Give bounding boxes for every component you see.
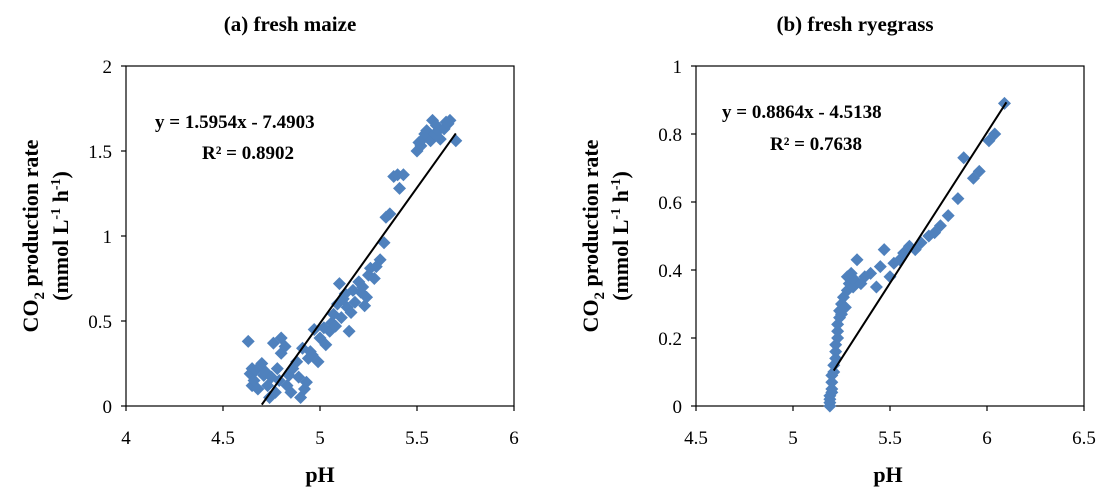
x-axis-ticks-a: 4 4.5 5 5.5 6 — [121, 406, 519, 449]
data-point — [290, 355, 304, 369]
data-point — [869, 280, 883, 294]
y-tick-label: 0.5 — [88, 312, 112, 333]
data-point — [332, 277, 346, 291]
data-point — [873, 260, 887, 274]
y-axis-label-b-line2: (mmol L-1 h-1) — [608, 171, 633, 301]
data-point — [367, 272, 381, 285]
data-point — [383, 207, 397, 221]
data-point — [284, 385, 298, 399]
data-point — [358, 299, 372, 313]
data-point — [972, 164, 986, 178]
data-point — [311, 355, 325, 369]
data-point — [251, 382, 265, 396]
equation-b: y = 0.8864x - 4.5138 — [722, 102, 882, 123]
data-point — [831, 324, 845, 338]
y-axis-label-a-line1: CO2 production rate — [18, 139, 48, 332]
data-point — [825, 382, 839, 396]
x-axis-label-a: pH — [305, 462, 334, 487]
x-axis-ticks-b: 4.5 5 5.5 6 6.5 — [684, 406, 1096, 449]
data-point — [997, 96, 1011, 110]
data-point — [825, 375, 839, 389]
y-tick-label: 2 — [103, 57, 113, 78]
data-point — [827, 365, 841, 379]
y-tick-label: 1.5 — [88, 142, 112, 163]
chart-title-a: (a) fresh maize — [224, 12, 357, 36]
y-tick-label: 0.6 — [658, 193, 682, 214]
x-tick-label: 6 — [982, 428, 992, 449]
y-tick-label: 0.2 — [658, 329, 682, 350]
panel-a: (a) fresh maize 0 0.5 1 1.5 2 4 4.5 5 5.5 6 y = … — [18, 12, 519, 487]
y-tick-label: 0 — [103, 397, 113, 418]
data-point — [957, 151, 971, 165]
data-point — [377, 236, 391, 250]
data-point — [334, 311, 348, 325]
x-tick-label: 4 — [121, 428, 131, 449]
y-tick-label: 1 — [103, 227, 113, 248]
data-point — [933, 219, 947, 233]
x-tick-label: 5.5 — [878, 428, 902, 449]
equation-a: y = 1.5954x - 7.4903 — [155, 112, 315, 133]
x-tick-label: 5 — [788, 428, 798, 449]
x-tick-label: 5 — [315, 428, 325, 449]
data-point — [342, 324, 356, 338]
data-point — [270, 362, 284, 376]
data-point — [877, 243, 891, 257]
data-point — [344, 306, 358, 319]
chart-title-b: (b) fresh ryegrass — [776, 12, 933, 36]
data-points-a — [241, 113, 463, 404]
y-tick-label: 0 — [673, 397, 683, 418]
x-axis-label-b: pH — [873, 462, 902, 487]
x-tick-label: 5.5 — [405, 428, 429, 449]
data-point — [864, 266, 878, 280]
y-axis-label-a-line2: (mmol L-1 h-1) — [48, 171, 73, 301]
data-point — [988, 127, 1002, 141]
data-point — [396, 168, 410, 182]
trendline-a — [260, 132, 457, 406]
data-point — [831, 331, 845, 345]
y-tick-label: 0.8 — [658, 125, 682, 146]
data-point — [348, 295, 362, 309]
data-point — [356, 280, 370, 294]
data-point — [951, 192, 965, 206]
data-point — [319, 338, 333, 352]
data-point — [838, 300, 852, 314]
data-point — [850, 253, 864, 267]
data-point — [431, 124, 445, 138]
y-tick-label: 1 — [673, 57, 683, 78]
data-point — [241, 334, 255, 348]
trendline-b — [832, 101, 1008, 372]
data-point — [247, 374, 261, 387]
y-axis-label-a: CO2 production rate (mmol L-1 h-1) — [18, 139, 73, 332]
data-point — [393, 181, 407, 195]
data-point — [373, 253, 387, 267]
panel-b: (b) fresh ryegrass 0 0.2 0.4 0.6 0.8 1 4.5 5 5.… — [578, 12, 1096, 487]
data-point — [329, 319, 343, 333]
x-tick-label: 4.5 — [211, 428, 235, 449]
y-axis-label-b: CO2 production rate (mmol L-1 h-1) — [578, 139, 633, 332]
y-axis-label-b-line1: CO2 production rate — [578, 139, 608, 332]
x-tick-label: 4.5 — [684, 428, 708, 449]
r-squared-b: R² = 0.7638 — [770, 134, 862, 155]
y-tick-label: 0.4 — [658, 261, 682, 282]
y-axis-ticks-b: 0 0.2 0.4 0.6 0.8 1 — [658, 57, 696, 418]
x-tick-label: 6 — [509, 428, 519, 449]
data-point — [299, 375, 313, 389]
x-tick-label: 6.5 — [1072, 428, 1096, 449]
data-points-b — [823, 96, 1011, 413]
data-point — [883, 270, 897, 284]
y-axis-ticks-a: 0 0.5 1 1.5 2 — [88, 57, 126, 418]
data-point — [278, 340, 292, 353]
data-point — [443, 113, 457, 127]
r-squared-a: R² = 0.8902 — [202, 143, 294, 164]
data-point — [433, 132, 447, 146]
data-point — [829, 345, 843, 359]
data-point — [941, 209, 955, 223]
data-point — [360, 290, 374, 304]
data-point — [249, 363, 263, 377]
